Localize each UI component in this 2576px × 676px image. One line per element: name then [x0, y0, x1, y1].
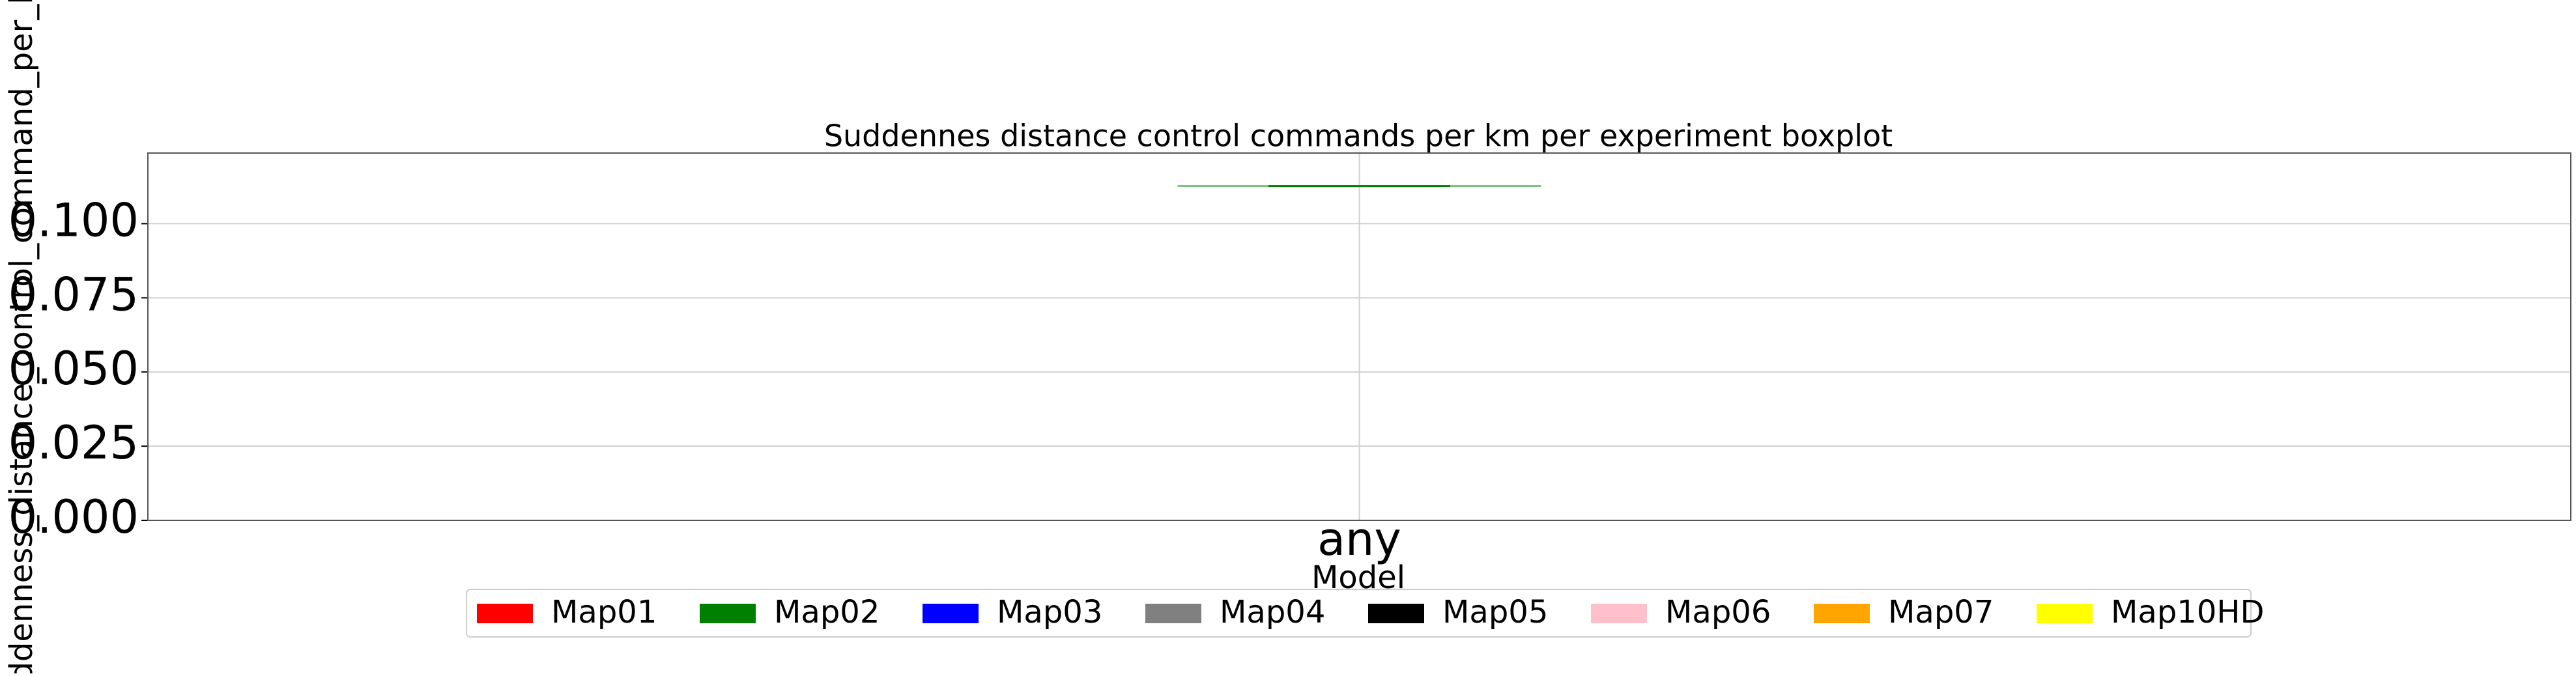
legend-label: Map01	[551, 594, 657, 630]
y-axis-label: suddenness_distance_control_command_per_…	[3, 0, 40, 673]
legend-label: Map02	[774, 594, 880, 630]
y-tick-label: 0.025	[8, 416, 139, 470]
legend-swatch	[477, 604, 533, 623]
plot-frame	[147, 152, 2571, 521]
legend-swatch	[2037, 604, 2093, 623]
legend-swatch	[923, 604, 979, 623]
y-tick-label: 0.100	[8, 193, 139, 247]
legend-label: Map06	[1665, 594, 1771, 630]
legend-label: Map03	[997, 594, 1102, 630]
legend-label: Map07	[1888, 594, 1994, 630]
chart-title: Suddennes distance control commands per …	[824, 119, 1893, 154]
y-tick-label: 0.000	[8, 490, 139, 544]
legend-label: Map05	[1442, 594, 1548, 630]
legend-swatch	[1591, 604, 1647, 623]
x-tick-label: any	[1317, 513, 1401, 566]
legend-swatch	[1814, 604, 1870, 623]
y-tick-label: 0.075	[8, 268, 139, 321]
legend-swatch	[1368, 604, 1424, 623]
legend-swatch	[700, 604, 756, 623]
legend-label: Map10HD	[2111, 594, 2264, 630]
legend-label: Map04	[1220, 594, 1325, 630]
legend-box	[466, 589, 2252, 638]
legend-swatch	[1145, 604, 1201, 623]
y-tick-label: 0.050	[8, 342, 139, 395]
